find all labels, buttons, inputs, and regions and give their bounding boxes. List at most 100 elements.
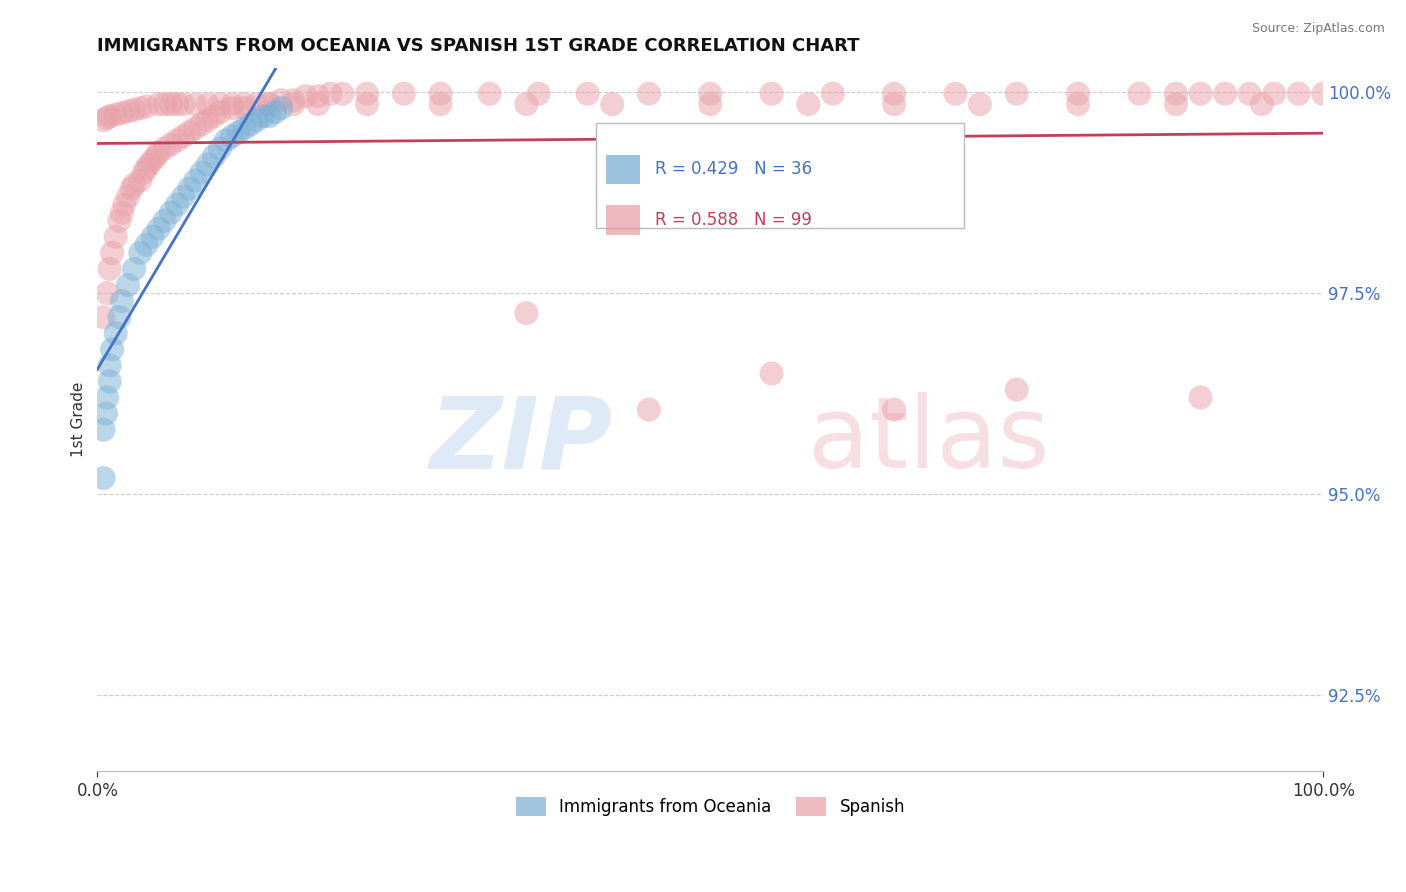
Point <box>96 286 118 301</box>
Point <box>761 87 783 101</box>
Text: R = 0.588   N = 99: R = 0.588 N = 99 <box>655 211 811 229</box>
Point <box>129 245 152 260</box>
Text: R = 0.429   N = 36: R = 0.429 N = 36 <box>655 161 813 178</box>
Point <box>160 205 183 219</box>
Point <box>270 93 292 107</box>
Point <box>179 125 201 139</box>
Point <box>94 407 117 421</box>
Point <box>184 97 207 112</box>
FancyBboxPatch shape <box>606 154 640 184</box>
Point <box>1250 97 1272 112</box>
Point <box>307 89 329 103</box>
Point <box>108 310 131 325</box>
Point <box>141 229 163 244</box>
Point <box>883 97 905 112</box>
Point <box>197 113 219 128</box>
Point <box>122 262 145 277</box>
FancyBboxPatch shape <box>596 123 965 227</box>
Point <box>1005 383 1028 397</box>
Point <box>233 121 256 136</box>
Point <box>638 402 661 417</box>
Point <box>135 237 157 252</box>
Point <box>1213 87 1236 101</box>
Point <box>138 157 160 171</box>
Point <box>202 149 225 163</box>
Point <box>821 87 844 101</box>
Point <box>208 105 231 120</box>
Point <box>221 101 243 115</box>
Point <box>215 133 238 147</box>
Point <box>307 97 329 112</box>
Point <box>121 181 143 195</box>
Point <box>93 471 115 485</box>
Point <box>111 205 134 219</box>
Point <box>257 109 280 123</box>
Point <box>104 326 127 341</box>
Point <box>104 107 127 121</box>
Point <box>166 133 188 147</box>
Point <box>145 149 167 163</box>
Point <box>576 87 599 101</box>
Point <box>101 343 124 357</box>
Point <box>190 117 212 131</box>
Point <box>246 97 269 112</box>
Legend: Immigrants from Oceania, Spanish: Immigrants from Oceania, Spanish <box>516 797 905 816</box>
Point <box>98 262 121 277</box>
Point <box>515 306 537 320</box>
Point <box>392 87 415 101</box>
Point <box>257 97 280 112</box>
Point <box>1164 97 1187 112</box>
Point <box>270 101 292 115</box>
Point <box>478 87 501 101</box>
Point <box>1263 87 1285 101</box>
Point <box>96 391 118 405</box>
Y-axis label: 1st Grade: 1st Grade <box>72 382 86 458</box>
Point <box>239 117 262 131</box>
Point <box>233 101 256 115</box>
Point <box>104 229 127 244</box>
Point <box>111 106 134 120</box>
Point <box>160 137 183 152</box>
Point <box>179 181 201 195</box>
Point <box>221 97 243 112</box>
Point <box>356 97 378 112</box>
Point <box>166 197 188 211</box>
Point <box>117 104 139 119</box>
Point <box>1067 87 1090 101</box>
Text: atlas: atlas <box>808 392 1050 490</box>
Point <box>122 103 145 117</box>
Point <box>202 109 225 123</box>
Point <box>148 97 170 112</box>
Point <box>153 213 176 227</box>
Point <box>883 402 905 417</box>
Point <box>96 111 118 125</box>
Point <box>111 294 134 309</box>
Point <box>699 97 721 112</box>
Point <box>197 157 219 171</box>
Point <box>112 197 135 211</box>
Point <box>761 367 783 381</box>
Point <box>108 213 131 227</box>
Point <box>246 113 269 128</box>
Point <box>429 97 451 112</box>
Point <box>117 278 139 293</box>
Point <box>160 97 183 112</box>
Point <box>332 87 354 101</box>
Point <box>135 161 157 176</box>
Point <box>1067 97 1090 112</box>
Point <box>190 165 212 179</box>
Point <box>226 125 249 139</box>
Point <box>883 87 905 101</box>
Point <box>172 189 194 203</box>
Point <box>1189 87 1212 101</box>
Point <box>153 97 176 112</box>
Point <box>1005 87 1028 101</box>
Point <box>172 97 194 112</box>
Point <box>208 97 231 112</box>
Point <box>264 105 287 120</box>
Point <box>600 97 623 112</box>
Point <box>129 101 152 115</box>
Point <box>153 141 176 155</box>
Text: IMMIGRANTS FROM OCEANIA VS SPANISH 1ST GRADE CORRELATION CHART: IMMIGRANTS FROM OCEANIA VS SPANISH 1ST G… <box>97 37 860 55</box>
Point <box>98 375 121 389</box>
